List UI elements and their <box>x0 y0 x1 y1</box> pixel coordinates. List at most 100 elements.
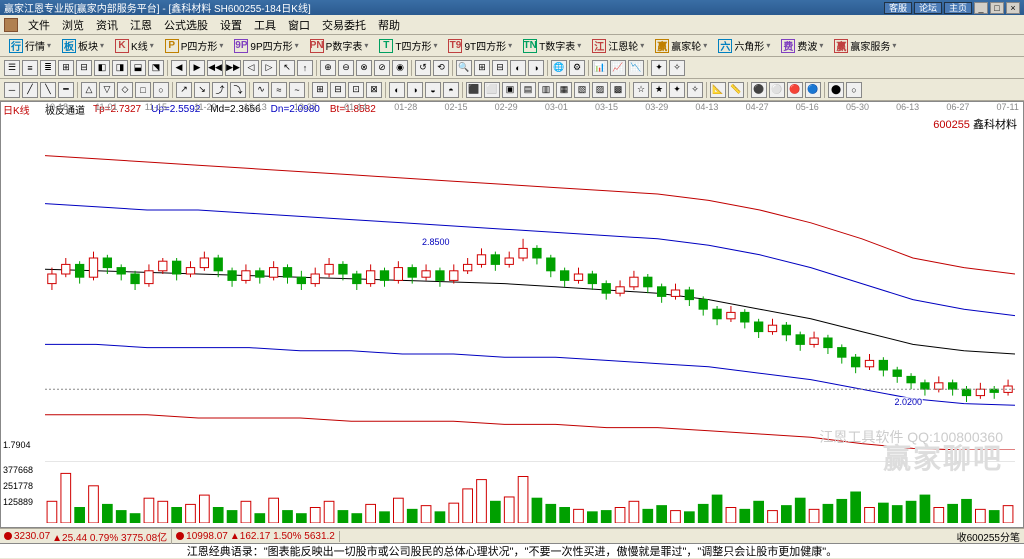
icon3-25[interactable]: ◐ <box>389 82 405 98</box>
icon3-30[interactable]: ⬛ <box>466 82 482 98</box>
icon2-3[interactable]: ⊞ <box>58 60 74 76</box>
tb-赢家服务[interactable]: 赢赢家服务▾ <box>829 35 901 56</box>
icon3-5[interactable]: △ <box>81 82 97 98</box>
icon3-7[interactable]: ◇ <box>117 82 133 98</box>
icon2-37[interactable]: 📊 <box>592 60 608 76</box>
tb-六角形[interactable]: 六六角形▾ <box>713 35 775 56</box>
icon2-13[interactable]: ▶▶ <box>225 60 241 76</box>
icon2-12[interactable]: ◀◀ <box>207 60 223 76</box>
icon3-53[interactable]: ⬤ <box>828 82 844 98</box>
volume-chart[interactable] <box>45 461 1015 523</box>
icon2-29[interactable]: ⊞ <box>474 60 490 76</box>
icon2-2[interactable]: ≣ <box>40 60 56 76</box>
icon3-31[interactable]: ⬜ <box>484 82 500 98</box>
menu-4[interactable]: 公式选股 <box>158 15 214 35</box>
price-chart[interactable] <box>45 130 1015 450</box>
icon3-48[interactable]: ⚫ <box>751 82 767 98</box>
menu-3[interactable]: 江恩 <box>124 15 158 35</box>
maximize-button[interactable]: □ <box>990 2 1004 14</box>
icon3-26[interactable]: ◑ <box>407 82 423 98</box>
icon2-7[interactable]: ⬓ <box>130 60 146 76</box>
icon2-19[interactable]: ⊕ <box>320 60 336 76</box>
tb-费波[interactable]: 费费波▾ <box>776 35 828 56</box>
icon3-13[interactable]: ⤴ <box>212 82 228 98</box>
icon2-28[interactable]: 🔍 <box>456 60 472 76</box>
icon3-28[interactable]: ◓ <box>443 82 459 98</box>
tb-9T四方形[interactable]: T99T四方形▾ <box>443 35 517 56</box>
icon2-0[interactable]: ☰ <box>4 60 20 76</box>
minimize-button[interactable]: _ <box>974 2 988 14</box>
icon2-22[interactable]: ⊘ <box>374 60 390 76</box>
status-index-2[interactable]: 10998.07 ▲162.17 1.50% 5631.2 <box>172 531 340 542</box>
icon3-22[interactable]: ⊡ <box>348 82 364 98</box>
forum-button[interactable]: 论坛 <box>914 2 942 14</box>
icon2-35[interactable]: ⚙ <box>569 60 585 76</box>
icon3-49[interactable]: ⚪ <box>769 82 785 98</box>
icon2-38[interactable]: 📈 <box>610 60 626 76</box>
status-index-1[interactable]: 3230.07 ▲25.44 0.79% 3775.08亿 <box>0 529 172 544</box>
icon3-2[interactable]: ╲ <box>40 82 56 98</box>
icon2-17[interactable]: ↑ <box>297 60 313 76</box>
icon3-32[interactable]: ▣ <box>502 82 518 98</box>
menu-0[interactable]: 文件 <box>22 15 56 35</box>
icon3-1[interactable]: ╱ <box>22 82 38 98</box>
icon3-0[interactable]: ─ <box>4 82 20 98</box>
tb-P四方形[interactable]: PP四方形▾ <box>160 35 229 56</box>
icon3-12[interactable]: ↘ <box>194 82 210 98</box>
icon3-46[interactable]: 📏 <box>728 82 744 98</box>
icon3-6[interactable]: ▽ <box>99 82 115 98</box>
icon3-27[interactable]: ◒ <box>425 82 441 98</box>
icon3-18[interactable]: ~ <box>289 82 305 98</box>
icon3-51[interactable]: 🔵 <box>805 82 821 98</box>
icon2-41[interactable]: ✦ <box>651 60 667 76</box>
icon2-6[interactable]: ◨ <box>112 60 128 76</box>
icon3-36[interactable]: ▧ <box>574 82 590 98</box>
tb-9P四方形[interactable]: 9P9P四方形▾ <box>229 35 303 56</box>
icon2-1[interactable]: ≡ <box>22 60 38 76</box>
tb-赢家轮[interactable]: 赢赢家轮▾ <box>650 35 712 56</box>
icon3-37[interactable]: ▨ <box>592 82 608 98</box>
support-button[interactable]: 客服 <box>884 2 912 14</box>
icon3-23[interactable]: ⊠ <box>366 82 382 98</box>
chart-area[interactable]: 极反通道Tp=2.7327Up=2.5592Md=2.3656Dn=2.0980… <box>0 101 1024 528</box>
close-button[interactable]: × <box>1006 2 1020 14</box>
status-right[interactable]: 收600255分笔 <box>953 529 1024 544</box>
tb-T四方形[interactable]: TT四方形▾ <box>374 35 442 56</box>
menu-6[interactable]: 工具 <box>248 15 282 35</box>
icon2-31[interactable]: ◐ <box>510 60 526 76</box>
icon3-38[interactable]: ▩ <box>610 82 626 98</box>
menu-2[interactable]: 资讯 <box>90 15 124 35</box>
icon3-41[interactable]: ★ <box>651 82 667 98</box>
icon2-34[interactable]: 🌐 <box>551 60 567 76</box>
icon3-54[interactable]: ○ <box>846 82 862 98</box>
tb-P数字表[interactable]: PNP数字表▾ <box>305 35 374 56</box>
icon2-42[interactable]: ✧ <box>669 60 685 76</box>
icon3-42[interactable]: ✦ <box>669 82 685 98</box>
icon3-43[interactable]: ✧ <box>687 82 703 98</box>
icon3-9[interactable]: ○ <box>153 82 169 98</box>
icon3-20[interactable]: ⊞ <box>312 82 328 98</box>
icon3-11[interactable]: ↗ <box>176 82 192 98</box>
icon2-25[interactable]: ↺ <box>415 60 431 76</box>
icon3-35[interactable]: ▦ <box>556 82 572 98</box>
tb-江恩轮[interactable]: 江江恩轮▾ <box>587 35 649 56</box>
menu-9[interactable]: 帮助 <box>372 15 406 35</box>
menu-5[interactable]: 设置 <box>214 15 248 35</box>
tb-行情[interactable]: 行行情▾ <box>4 35 56 56</box>
icon3-14[interactable]: ⤵ <box>230 82 246 98</box>
icon3-3[interactable]: ━ <box>58 82 74 98</box>
icon2-14[interactable]: ◁ <box>243 60 259 76</box>
icon2-4[interactable]: ⊟ <box>76 60 92 76</box>
icon2-16[interactable]: ↖ <box>279 60 295 76</box>
icon2-15[interactable]: ▷ <box>261 60 277 76</box>
menu-7[interactable]: 窗口 <box>282 15 316 35</box>
icon2-8[interactable]: ⬔ <box>148 60 164 76</box>
icon3-33[interactable]: ▤ <box>520 82 536 98</box>
icon2-39[interactable]: 📉 <box>628 60 644 76</box>
icon3-16[interactable]: ∿ <box>253 82 269 98</box>
tb-T数字表[interactable]: TNT数字表▾ <box>518 35 586 56</box>
icon2-21[interactable]: ⊗ <box>356 60 372 76</box>
icon3-40[interactable]: ☆ <box>633 82 649 98</box>
menu-1[interactable]: 浏览 <box>56 15 90 35</box>
icon2-32[interactable]: ◑ <box>528 60 544 76</box>
